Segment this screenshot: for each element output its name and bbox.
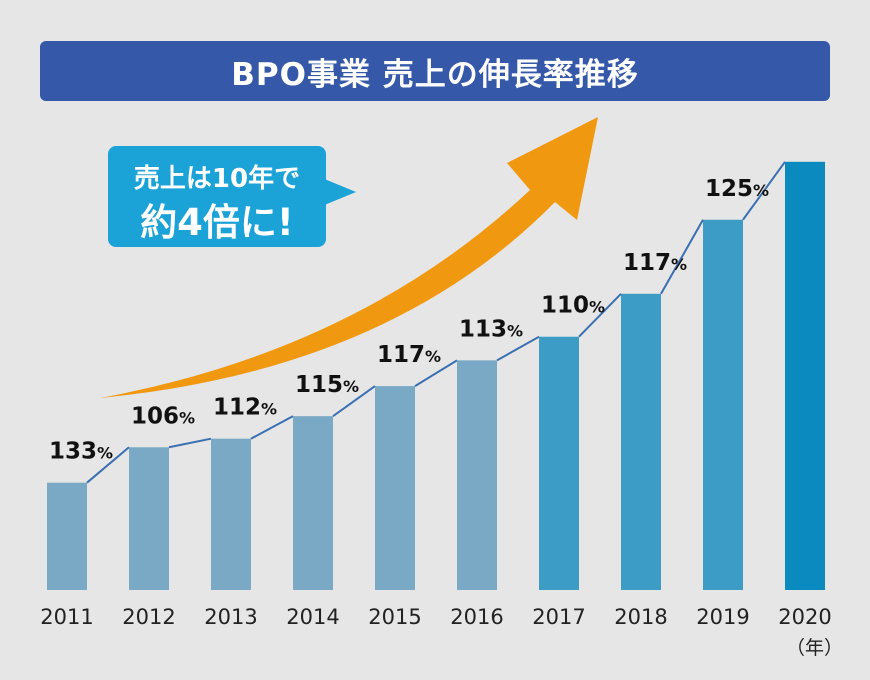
title-banner: BPO事業 売上の伸長率推移 (40, 41, 830, 101)
bar-2013 (211, 438, 251, 590)
growth-label-2015: 117% (377, 342, 441, 368)
x-tick-label-2018: 2018 (614, 605, 667, 629)
bar-2012 (129, 447, 169, 590)
callout-line2: 約4倍に! (140, 201, 294, 244)
growth-label-2018: 117% (623, 250, 687, 276)
growth-arrow (100, 117, 598, 398)
x-tick-label-2014: 2014 (286, 605, 339, 629)
growth-label-2019: 125% (705, 176, 769, 202)
bar-2020 (785, 161, 825, 590)
growth-line (86, 161, 786, 484)
bar-2011 (47, 482, 87, 590)
x-tick-label-2015: 2015 (368, 605, 421, 629)
callout-tail (322, 178, 356, 206)
bar-2016 (457, 360, 497, 590)
growth-label-2014: 115% (295, 372, 359, 398)
growth-line-group (86, 161, 786, 484)
growth-label-2012: 106% (131, 403, 195, 429)
growth-label-2011: 133% (49, 439, 113, 465)
x-tick-label-2011: 2011 (40, 605, 93, 629)
x-tick-label-2020: 2020 (778, 605, 831, 629)
callout-box: 売上は10年で 約4倍に! (108, 146, 326, 247)
growth-arrow-shaft (100, 117, 598, 398)
growth-labels-group: 133% 106% 112% 115% 117% 113% 110% 117% 125% (49, 176, 769, 465)
bar-2018 (621, 293, 661, 590)
x-axis-unit: （年） (786, 637, 844, 659)
bar-2017 (539, 336, 579, 590)
growth-label-2016: 113% (459, 316, 523, 342)
chart-title: BPO事業 売上の伸長率推移 (231, 56, 639, 93)
bars-group (47, 161, 825, 590)
growth-label-2013: 112% (213, 395, 277, 421)
growth-label-2017: 110% (541, 293, 605, 319)
bar-2019 (703, 219, 743, 590)
x-tick-label-2012: 2012 (122, 605, 175, 629)
bar-2014 (293, 416, 333, 590)
x-tick-label-2016: 2016 (450, 605, 503, 629)
x-tick-label-2017: 2017 (532, 605, 585, 629)
bar-2015 (375, 386, 415, 590)
x-tick-labels-group: 2011 2012 2013 2014 2015 2016 2017 2018 2019 2020 (40, 605, 831, 629)
x-tick-label-2019: 2019 (696, 605, 749, 629)
x-tick-label-2013: 2013 (204, 605, 257, 629)
callout-line1: 売上は10年で (133, 164, 301, 194)
